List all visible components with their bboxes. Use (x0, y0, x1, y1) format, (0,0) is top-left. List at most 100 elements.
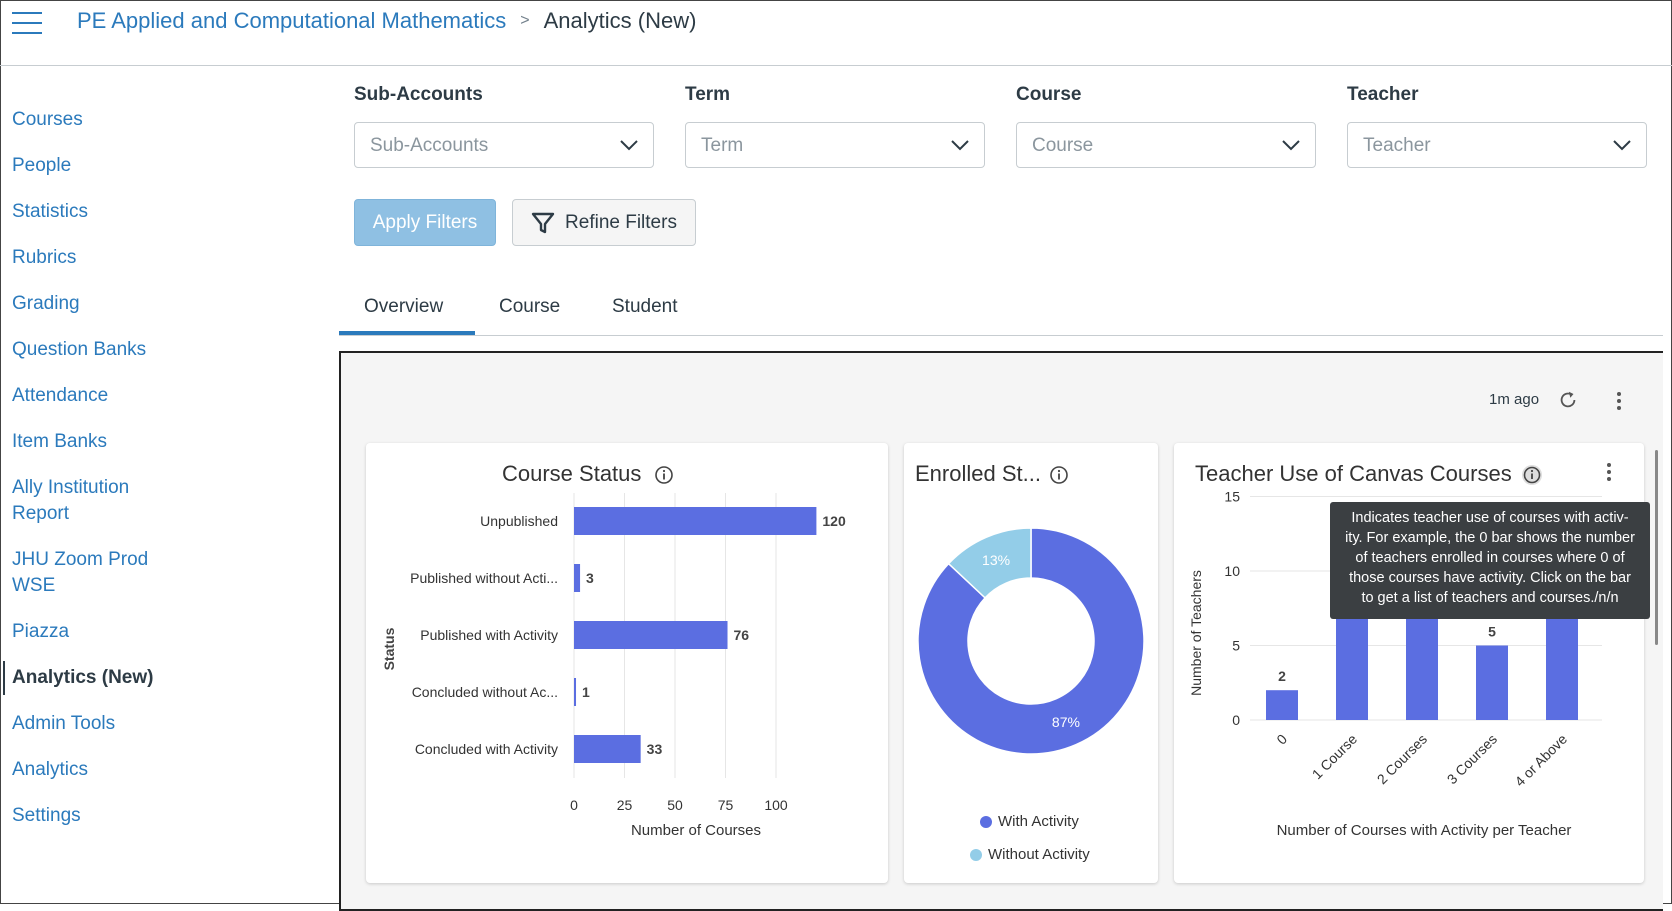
course-label: Course (1016, 84, 1082, 105)
y-axis-title: Status (381, 627, 397, 670)
info-icon[interactable] (1049, 465, 1069, 485)
course-status-card: Course Status 0 25 50 75 100 Unpublished 120 Pu… (366, 443, 888, 883)
tab-student[interactable]: Student (612, 296, 678, 317)
sidebar-item-jhu-zoom-prod-wse[interactable]: JHU Zoom Prod WSE (12, 549, 149, 596)
sidebar-item-statistics[interactable]: Statistics (12, 201, 89, 222)
sidebar-item-ally-institution-report[interactable]: Ally Institution Report (12, 477, 130, 524)
legend-swatch (980, 815, 992, 828)
sub-accounts-placeholder: Sub-Accounts (370, 135, 489, 156)
y-tick-label: 15 (1224, 489, 1240, 505)
x-axis-title: Number of Courses (631, 822, 761, 839)
donut-slice[interactable] (917, 527, 1145, 755)
sub-accounts-label: Sub-Accounts (354, 84, 483, 105)
y-category-label: Concluded without Ac... (412, 684, 558, 700)
last-updated-label: 1m ago (1489, 391, 1540, 408)
enrolled-card: Enrolled St... 87% 13% With Activity With… (904, 443, 1158, 883)
y-tick-label: 5 (1232, 638, 1240, 654)
refine-filters-label: Refine Filters (565, 211, 677, 233)
bar[interactable] (574, 735, 641, 763)
data-label: 2 (1278, 668, 1286, 684)
apply-filters-button[interactable]: Apply Filters (354, 199, 496, 246)
sidebar-item-grading[interactable]: Grading (12, 293, 80, 314)
card-more-options-icon[interactable] (1604, 463, 1614, 483)
dashboard-more-options-icon[interactable] (1614, 392, 1624, 412)
y-tick-label: 0 (1232, 712, 1240, 728)
y-axis-title: Number of Teachers (1188, 570, 1204, 696)
sidebar-item-piazza[interactable]: Piazza (12, 621, 70, 642)
bar[interactable] (574, 507, 817, 535)
info-icon[interactable] (1522, 465, 1542, 485)
y-category-label: Published without Acti... (410, 570, 558, 586)
legend-label: Without Activity (988, 846, 1090, 863)
slice-label: 13% (982, 552, 1010, 568)
sub-accounts-filter: Sub-Accounts Sub-Accounts (354, 84, 654, 168)
x-tick-label: 75 (718, 797, 734, 813)
sidebar-item-people[interactable]: People (12, 155, 72, 176)
legend-swatch (970, 848, 982, 861)
data-label: 1 (582, 684, 590, 700)
sidebar-item-question-banks[interactable]: Question Banks (12, 339, 147, 360)
refine-filters-button[interactable]: Refine Filters (512, 199, 696, 246)
x-axis-title: Number of Courses with Activity per Teac… (1277, 822, 1572, 839)
x-tick-label: 0 (1273, 731, 1290, 748)
bar[interactable] (1406, 615, 1438, 720)
info-icon[interactable] (654, 465, 674, 485)
breadcrumb-separator-icon: > (520, 12, 530, 29)
bar[interactable] (1266, 690, 1298, 720)
teacher-select[interactable]: Teacher (1347, 122, 1647, 168)
bar[interactable] (574, 621, 728, 649)
legend-with-activity[interactable]: With Activity (980, 813, 1079, 830)
data-label: 33 (647, 741, 663, 757)
chevron-down-icon (951, 140, 969, 151)
enrolled-donut-chart: 87% 13% (917, 527, 1145, 755)
chevron-down-icon (1613, 140, 1631, 151)
enrolled-title: Enrolled St... (915, 461, 1041, 486)
page-title: Analytics (New) (543, 8, 697, 33)
sidebar-item-analytics[interactable]: Analytics (12, 759, 89, 780)
tab-course[interactable]: Course (499, 296, 561, 317)
legend-label: With Activity (998, 813, 1079, 830)
tooltip-line: those courses have activity. Click on th… (1349, 570, 1631, 586)
sidebar-item-analytics-new[interactable]: Analytics (New) (0, 661, 220, 695)
sidebar-item-item-banks[interactable]: Item Banks (12, 431, 108, 452)
sub-accounts-select[interactable]: Sub-Accounts (354, 122, 654, 168)
data-label: 76 (734, 627, 750, 643)
bar[interactable] (1476, 645, 1508, 721)
teacher-use-tooltip: Indicates teacher use of courses with ac… (1330, 502, 1650, 619)
x-tick-label: 3 Courses (1444, 731, 1500, 787)
sidebar-item-courses[interactable]: Courses (12, 109, 83, 130)
x-tick-label: 2 Courses (1374, 731, 1430, 787)
donut-slice[interactable] (947, 527, 1032, 599)
bar[interactable] (574, 678, 577, 706)
bar[interactable] (1336, 615, 1368, 720)
term-select[interactable]: Term (685, 122, 985, 168)
x-tick-label: 0 (570, 797, 578, 813)
y-category-label: Published with Activity (420, 627, 558, 643)
bar[interactable] (574, 564, 581, 592)
term-placeholder: Term (701, 135, 744, 156)
slice-label: 87% (1052, 714, 1080, 730)
course-select[interactable]: Course (1016, 122, 1316, 168)
refresh-icon[interactable] (1557, 389, 1579, 411)
top-bar: PE Applied and Computational Mathematics… (0, 0, 1672, 66)
x-tick-label: 1 Course (1309, 731, 1361, 783)
tab-overview[interactable]: Overview (364, 296, 444, 317)
hamburger-menu-icon[interactable] (12, 12, 42, 34)
sidebar-item-settings[interactable]: Settings (12, 805, 81, 826)
tooltip-line: to get a list of teachers and courses./n… (1361, 590, 1619, 606)
breadcrumb-account-link[interactable]: PE Applied and Computational Mathematics (77, 8, 507, 33)
sidebar-item-rubrics[interactable]: Rubrics (12, 247, 77, 268)
analytics-tabs: Overview Course Student (339, 290, 1663, 336)
teacher-placeholder: Teacher (1363, 135, 1431, 156)
y-tick-label: 10 (1224, 563, 1240, 579)
sidebar-item-admin-tools[interactable]: Admin Tools (12, 713, 116, 734)
course-status-chart: 0 25 50 75 100 Unpublished 120 Published withou… (381, 493, 846, 839)
breadcrumb: PE Applied and Computational Mathematics… (77, 8, 696, 34)
term-filter: Term Term (685, 84, 985, 168)
teacher-use-title: Teacher Use of Canvas Courses (1195, 461, 1512, 486)
legend-without-activity[interactable]: Without Activity (970, 846, 1090, 863)
x-tick-label: 4 or Above (1511, 731, 1570, 790)
sidebar-item-attendance[interactable]: Attendance (12, 385, 109, 406)
card-scrollbar[interactable] (1655, 450, 1658, 645)
data-label: 5 (1488, 624, 1496, 640)
